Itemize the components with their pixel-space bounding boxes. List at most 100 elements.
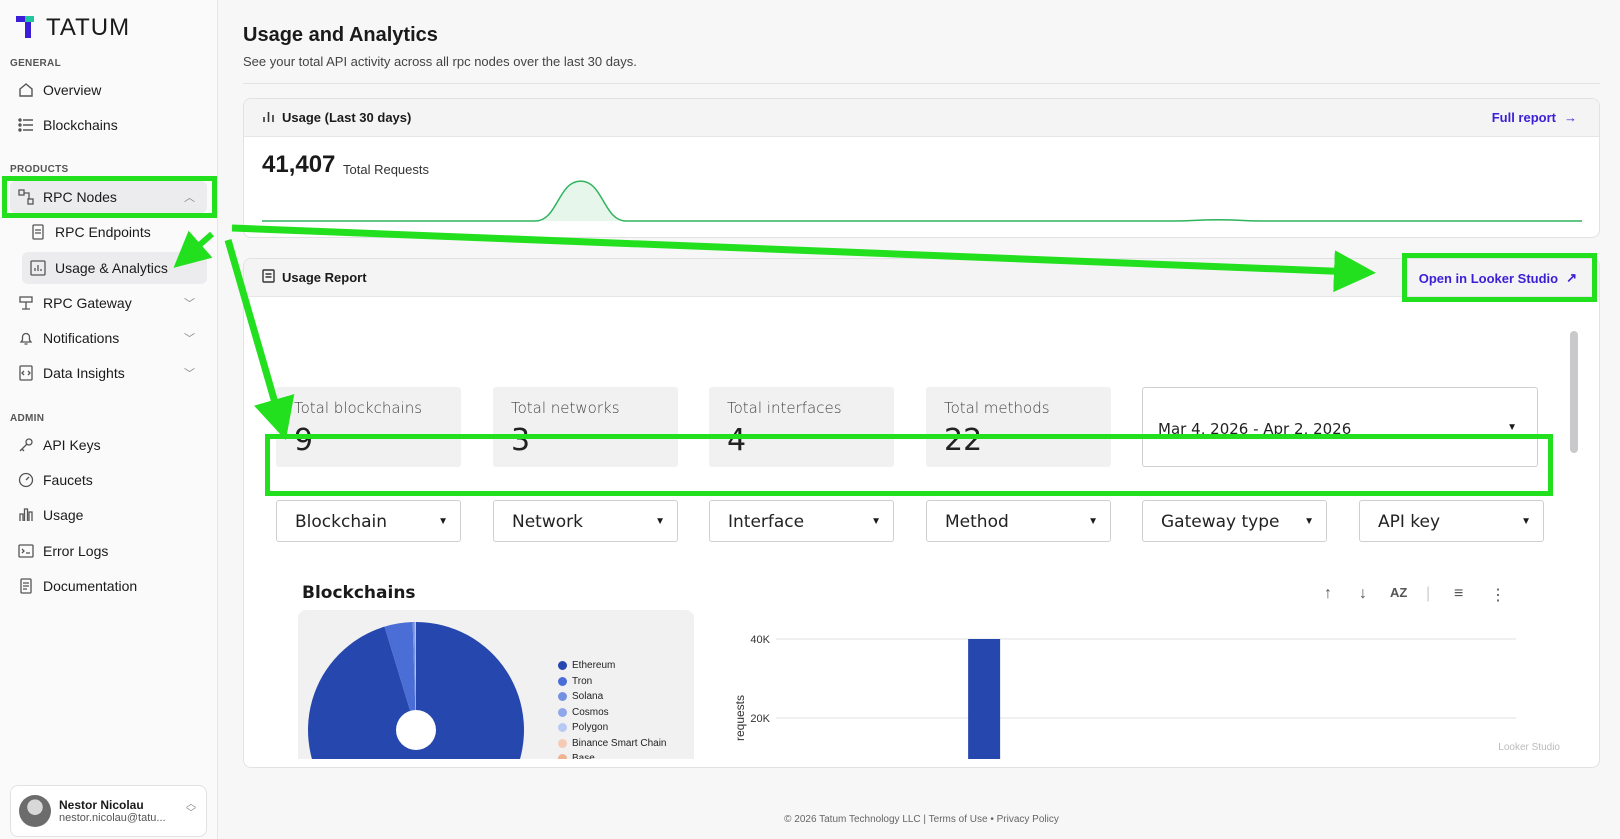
sidebar-item-label: RPC Gateway [43, 295, 132, 311]
sort-ascending-icon[interactable]: ↑ [1324, 585, 1332, 602]
sort-descending-icon[interactable]: ↓ [1359, 585, 1367, 602]
open-looker-studio-link[interactable]: Open in Looker Studio ↗ [1419, 270, 1577, 286]
pie-hole [396, 710, 436, 750]
pie-slice[interactable] [308, 622, 524, 759]
filter-network[interactable]: Network ▼ [493, 500, 678, 542]
legend-label: Ethereum [572, 660, 616, 672]
divider [243, 83, 1600, 84]
sidebar-item-label: RPC Endpoints [55, 224, 151, 240]
legend-label: Tron [572, 675, 593, 687]
filter-label: Gateway type [1161, 512, 1280, 532]
chevron-down-icon: ﹀ [184, 333, 195, 345]
legend-label: Solana [572, 691, 604, 703]
legend-label: Binance Smart Chain [572, 737, 667, 749]
sidebar-item-label: Notifications [43, 330, 120, 346]
usage-card-title: Usage (Last 30 days) [282, 110, 412, 125]
legend-item[interactable]: Ethereum [558, 658, 667, 674]
legend-label: Polygon [572, 722, 609, 734]
list-icon [18, 117, 34, 133]
sidebar-item-blockchains[interactable]: Blockchains [10, 109, 207, 141]
legend-item[interactable]: Base [558, 751, 667, 759]
chevron-up-down-icon: ︿ ﹀ [186, 799, 196, 819]
filter-label: Blockchain [295, 512, 388, 532]
caret-down-icon: ▼ [871, 516, 881, 527]
stat-label: Total blockchains [294, 399, 423, 417]
looker-watermark: Looker Studio [1498, 742, 1560, 753]
filter-method[interactable]: Method ▼ [926, 500, 1111, 542]
pie-slice[interactable] [384, 622, 416, 730]
caret-down-icon: ▼ [1521, 516, 1531, 527]
chevron-down-icon: ﹀ [184, 298, 195, 310]
sidebar-item-usage[interactable]: Usage [10, 499, 207, 531]
sidebar-item-label: Documentation [43, 578, 138, 594]
stat-total-methods: Total methods 22 [926, 387, 1111, 467]
sidebar-item-rpc-nodes[interactable]: RPC Nodes ︿ [10, 181, 207, 213]
y-tick-label: 20K [750, 713, 770, 725]
legend-item[interactable]: Binance Smart Chain [558, 736, 667, 752]
usage-sparkline [262, 180, 1582, 222]
filter-icon[interactable]: ≡ [1454, 585, 1464, 602]
user-menu[interactable]: Nestor Nicolau nestor.nicolau@tatu... ︿ ﹀ [10, 785, 207, 837]
stat-total-blockchains: Total blockchains 9 [276, 387, 461, 467]
filter-gateway-type[interactable]: Gateway type ▼ [1142, 500, 1327, 542]
section-general: GENERAL [10, 58, 61, 69]
filter-api-key[interactable]: API key ▼ [1359, 500, 1544, 542]
footer-copyright: © 2026 Tatum Technology LLC | [784, 814, 929, 825]
terms-link[interactable]: Terms of Use [928, 814, 988, 825]
legend-dot [558, 738, 567, 748]
legend-item[interactable]: Cosmos [558, 705, 667, 721]
sidebar-item-api-keys[interactable]: API Keys [10, 429, 207, 461]
embed-scrollbar[interactable] [1570, 331, 1578, 453]
stat-label: Total networks [511, 399, 620, 417]
sidebar-item-rpc-gateway[interactable]: RPC Gateway ﹀ [10, 287, 207, 319]
filter-label: Network [512, 512, 583, 532]
pie-slice[interactable] [412, 622, 416, 730]
caret-down-icon: ▼ [1304, 516, 1314, 527]
date-range-value: Mar 4, 2026 - Apr 2, 2026 [1158, 420, 1352, 438]
sidebar-item-label: Blockchains [43, 117, 118, 133]
sidebar-item-label: Usage & Analytics [55, 260, 168, 276]
brand-name: TATUM [46, 14, 131, 41]
sidebar-item-label: Overview [43, 82, 102, 98]
pie-legend: Ethereum Tron Solana Cosmos Polygon Binance S… [558, 658, 667, 759]
pie-slice[interactable] [415, 622, 416, 730]
full-report-link[interactable]: Full report → [1492, 110, 1577, 125]
sidebar-item-notifications[interactable]: Notifications ﹀ [10, 322, 207, 354]
caret-down-icon: ▼ [1507, 422, 1517, 433]
usage-card: Usage (Last 30 days) Full report → 41,40… [243, 98, 1600, 238]
sidebar-item-error-logs[interactable]: Error Logs [10, 535, 207, 567]
legend-item[interactable]: Polygon [558, 720, 667, 736]
user-name: Nestor Nicolau [59, 798, 144, 812]
sidebar-item-label: API Keys [43, 437, 101, 453]
sidebar-item-data-insights[interactable]: Data Insights ﹀ [10, 357, 207, 389]
filter-interface[interactable]: Interface ▼ [709, 500, 894, 542]
sidebar-item-rpc-endpoints[interactable]: RPC Endpoints [22, 216, 207, 248]
sidebar: TATUM GENERAL Overview Blockchains PRODU… [0, 0, 218, 839]
bar[interactable] [968, 639, 1001, 759]
page-title: Usage and Analytics [243, 24, 438, 46]
sidebar-item-usage-analytics[interactable]: Usage & Analytics [22, 252, 207, 284]
sort-az-icon[interactable]: AZ [1390, 585, 1408, 600]
legend-dot [558, 676, 567, 686]
legend-item[interactable]: Tron [558, 674, 667, 690]
date-range-picker[interactable]: Mar 4, 2026 - Apr 2, 2026 ▼ [1142, 387, 1538, 467]
legend-item[interactable]: Solana [558, 689, 667, 705]
more-options-icon[interactable]: ⋮ [1490, 587, 1506, 604]
caret-down-icon: ▼ [655, 516, 665, 527]
page-subtitle: See your total API activity across all r… [243, 54, 637, 69]
filter-blockchain[interactable]: Blockchain ▼ [276, 500, 461, 542]
toolbar-divider: | [1426, 585, 1431, 602]
sidebar-item-label: Usage [43, 507, 84, 523]
pie-slice[interactable] [414, 622, 416, 730]
sidebar-item-faucets[interactable]: Faucets [10, 464, 207, 496]
tatum-logo[interactable]: TATUM [16, 14, 130, 42]
full-report-label: Full report [1491, 110, 1556, 125]
sidebar-item-overview[interactable]: Overview [10, 74, 207, 106]
sidebar-item-documentation[interactable]: Documentation [10, 570, 207, 602]
privacy-link[interactable]: Privacy Policy [996, 814, 1059, 825]
code-file-icon [18, 365, 34, 381]
y-axis-label: requests [733, 695, 747, 741]
footer-sep: • [987, 814, 997, 825]
key-icon [18, 437, 34, 453]
